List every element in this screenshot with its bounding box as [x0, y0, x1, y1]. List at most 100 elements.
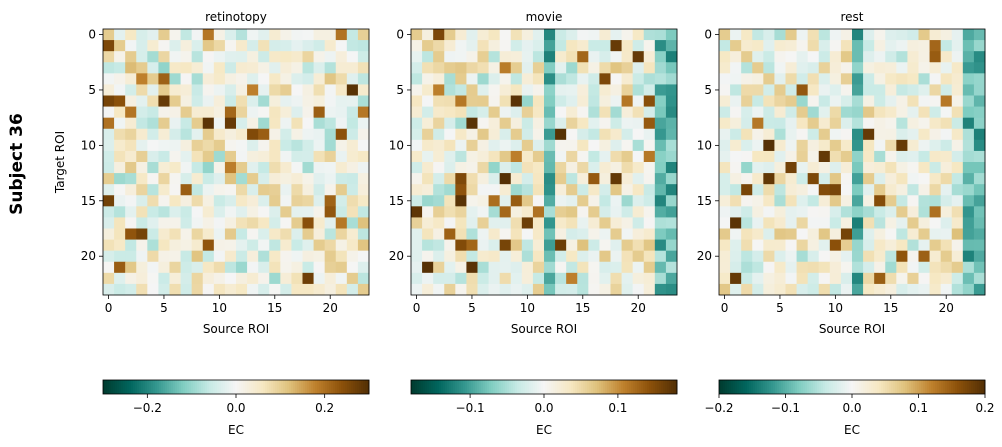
heatmap-cell: [566, 283, 578, 296]
colorbar-segment: [175, 380, 178, 394]
heatmap-cell: [907, 51, 919, 63]
heatmap-cell: [588, 173, 600, 185]
heatmap-cell: [951, 150, 964, 163]
heatmap-cell: [643, 283, 656, 296]
heatmap-cell: [599, 150, 611, 163]
heatmap-cell: [411, 272, 423, 285]
heatmap-cell: [610, 150, 622, 163]
colorbar-segment: [489, 380, 492, 394]
colorbar-segment: [821, 380, 824, 394]
heatmap-cell: [158, 84, 170, 96]
heatmap-cell: [280, 150, 292, 163]
heatmap-cell: [896, 217, 908, 229]
heatmap-cell: [455, 162, 467, 174]
heatmap-cell: [422, 162, 434, 174]
heatmap-cell: [863, 150, 875, 163]
heatmap-cell: [852, 29, 864, 41]
heatmap-cell: [588, 40, 600, 52]
heatmap-cell: [280, 139, 292, 152]
heatmap-cell: [774, 228, 786, 240]
heatmap-cell: [335, 228, 348, 240]
heatmap-cell: [829, 228, 842, 240]
heatmap-cell: [488, 272, 501, 285]
colorbar-segment: [537, 380, 540, 394]
heatmap-cell: [918, 62, 930, 74]
colorbar-segment: [609, 380, 612, 394]
heatmap-cell: [763, 29, 775, 41]
heatmap-cell: [258, 250, 270, 263]
heatmap-cell: [313, 162, 326, 174]
heatmap-cell: [643, 117, 656, 130]
heatmap-cell: [302, 62, 314, 74]
colorbar-segment: [901, 380, 904, 394]
colorbar-segment: [723, 380, 726, 394]
heatmap-cell: [599, 283, 611, 296]
heatmap-cell: [180, 51, 193, 63]
heatmap-cell: [302, 95, 314, 107]
colorbar-segment: [841, 380, 844, 394]
colorbar-segment: [415, 380, 418, 394]
heatmap-cell: [191, 95, 204, 107]
heatmap-cell: [643, 150, 656, 163]
heatmap-cell: [885, 228, 897, 240]
heatmap-cell: [896, 283, 908, 296]
heatmap-cell: [796, 184, 809, 196]
heatmap-cell: [632, 128, 645, 141]
heatmap-cell: [313, 84, 326, 96]
colorbar-tick-label: 0.2: [975, 401, 994, 415]
heatmap-cell: [719, 162, 731, 174]
colorbar-segment: [799, 380, 802, 394]
heatmap-cell: [258, 206, 270, 218]
heatmap-cell: [665, 106, 678, 119]
heatmap-cell: [665, 184, 678, 196]
heatmap-cell: [335, 150, 348, 163]
heatmap-cell: [280, 62, 292, 74]
heatmap-cell: [852, 51, 864, 63]
heatmap-cell: [796, 40, 809, 52]
x-tick-label: 20: [631, 301, 646, 315]
heatmap-cell: [180, 184, 193, 196]
heatmap-cell: [532, 106, 545, 119]
colorbar-segment: [831, 380, 834, 394]
heatmap-cell: [896, 173, 908, 185]
heatmap-cell: [466, 40, 478, 52]
heatmap-cell: [774, 206, 786, 218]
heatmap-cell: [940, 73, 953, 85]
heatmap-cell: [840, 162, 853, 174]
colorbar-segment: [773, 380, 776, 394]
heatmap-cell: [433, 106, 445, 119]
colorbar-segment: [159, 380, 162, 394]
heatmap-cell: [940, 250, 953, 263]
heatmap-cell: [643, 250, 656, 263]
heatmap-cell: [158, 73, 170, 85]
x-tick-label: 5: [776, 301, 784, 315]
heatmap-cell: [455, 184, 467, 196]
heatmap-cell: [818, 272, 831, 285]
heatmap-cell: [907, 228, 919, 240]
heatmap-cell: [269, 173, 281, 185]
heatmap-cell: [555, 73, 567, 85]
heatmap-cell: [555, 228, 567, 240]
heatmap-cell: [346, 106, 359, 119]
heatmap-cell: [874, 272, 886, 285]
heatmap-cell: [785, 106, 797, 119]
heatmap-cell: [302, 261, 314, 274]
heatmap-cell: [136, 128, 148, 141]
heatmap-cell: [852, 106, 864, 119]
heatmap-cell: [896, 139, 908, 152]
colorbar-tick-label: 0.0: [842, 401, 861, 415]
heatmap-cell: [621, 173, 634, 185]
heatmap-cell: [147, 84, 159, 96]
heatmap-frame: [718, 28, 986, 296]
heatmap-cell: [258, 184, 270, 196]
heatmap-cell: [818, 250, 831, 263]
heatmap-cell: [555, 150, 567, 163]
heatmap-cell: [940, 62, 953, 74]
heatmap-cell: [907, 195, 919, 207]
heatmap-cell: [258, 195, 270, 207]
heatmap-cell: [940, 51, 953, 63]
heatmap-cell: [224, 106, 237, 119]
heatmap-cell: [444, 162, 456, 174]
heatmap-cell: [510, 95, 523, 107]
heatmap-cell: [918, 184, 930, 196]
